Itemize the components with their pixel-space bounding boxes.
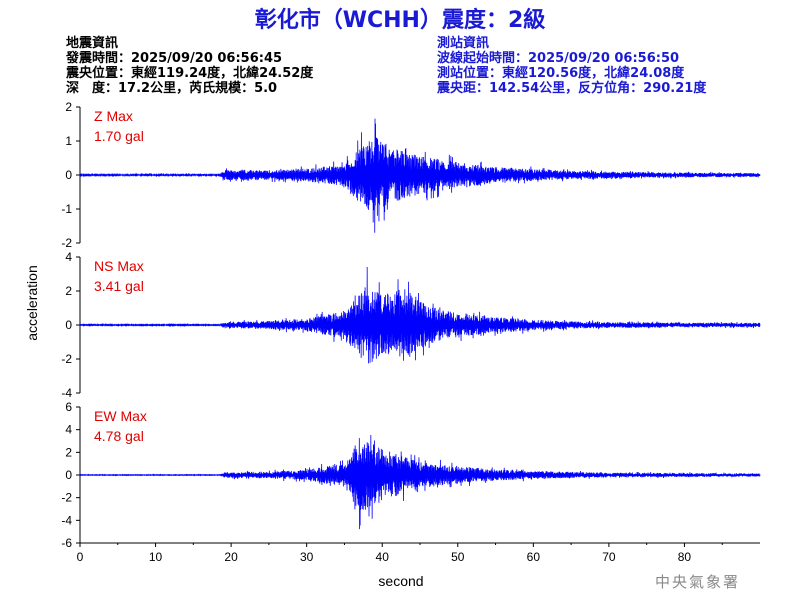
x-tick-label: 80 bbox=[678, 550, 692, 564]
trace-ew bbox=[79, 435, 761, 530]
y-tick-label: 6 bbox=[65, 400, 72, 414]
earthquake-info-heading: 地震資訊 bbox=[66, 36, 119, 51]
station-location-text: 測站位置：東經120.56度，北緯24.08度 bbox=[437, 66, 685, 81]
x-axis-label: second bbox=[378, 573, 423, 589]
y-tick-label: -1 bbox=[61, 202, 72, 216]
x-tick-label: 10 bbox=[149, 550, 163, 564]
trace-z bbox=[79, 118, 761, 233]
max-label-ew: EW Max bbox=[94, 408, 147, 424]
x-tick-label: 30 bbox=[300, 550, 314, 564]
y-tick-label: -6 bbox=[61, 536, 72, 550]
x-tick-label: 50 bbox=[451, 550, 465, 564]
panel-z: 2 1 0 -1 -2 Z Max 1.70 gal bbox=[61, 100, 761, 250]
y-tick-label: 2 bbox=[65, 445, 72, 459]
distance-azimuth-text: 震央距：142.54公里，反方位角：290.21度 bbox=[437, 81, 707, 96]
y-axis-label: acceleration bbox=[24, 265, 40, 341]
max-value-ns: 3.41 gal bbox=[94, 278, 144, 294]
x-tick-label: 40 bbox=[376, 550, 390, 564]
y-tick-label: -4 bbox=[61, 513, 72, 527]
y-tick-label: -2 bbox=[61, 491, 72, 505]
x-tick-label: 60 bbox=[527, 550, 541, 564]
max-value-ew: 4.78 gal bbox=[94, 428, 144, 444]
y-tick-label: 2 bbox=[65, 100, 72, 114]
y-tick-label: 2 bbox=[65, 284, 72, 298]
origin-time-text: 發震時間：2025/09/20 06:56:45 bbox=[66, 51, 283, 66]
y-tick-label: 0 bbox=[65, 168, 72, 182]
y-tick-label: 4 bbox=[65, 250, 72, 264]
y-tick-label: -2 bbox=[61, 236, 72, 250]
wave-start-text: 波線起始時間：2025/09/20 06:56:50 bbox=[437, 51, 680, 66]
y-tick-label: -4 bbox=[61, 386, 72, 400]
earthquake-info-block: 地震資訊 發震時間：2025/09/20 06:56:45 震央位置：東經119… bbox=[66, 36, 313, 96]
y-tick-label: 1 bbox=[65, 134, 72, 148]
station-info-heading: 測站資訊 bbox=[437, 36, 490, 51]
x-tick-label: 0 bbox=[77, 550, 84, 564]
chart-title: 彰化市（WCHH）震度：2級 bbox=[254, 8, 546, 33]
max-label-ns: NS Max bbox=[94, 258, 144, 274]
x-tick-label: 20 bbox=[224, 550, 238, 564]
depth-magnitude-text: 深 度：17.2公里，芮氏規模：5.0 bbox=[66, 81, 278, 96]
y-tick-label: 0 bbox=[65, 468, 72, 482]
max-label-z: Z Max bbox=[94, 108, 133, 124]
station-info-block: 測站資訊 波線起始時間：2025/09/20 06:56:50 測站位置：東經1… bbox=[437, 36, 706, 96]
y-tick-label: 0 bbox=[65, 318, 72, 332]
x-tick-label: 70 bbox=[602, 550, 616, 564]
y-tick-label: 4 bbox=[65, 423, 72, 437]
agency-watermark: 中央氣象署 bbox=[655, 573, 741, 591]
max-value-z: 1.70 gal bbox=[94, 128, 144, 144]
panel-ew: 6 4 2 0 -2 -4 -6 EW Max 4.78 gal bbox=[61, 400, 761, 550]
trace-ns bbox=[79, 267, 761, 364]
y-tick-label: -2 bbox=[61, 352, 72, 366]
epicenter-text: 震央位置：東經119.24度，北緯24.52度 bbox=[66, 66, 314, 81]
panel-ns: 4 2 0 -2 -4 NS Max 3.41 gal bbox=[61, 250, 761, 400]
